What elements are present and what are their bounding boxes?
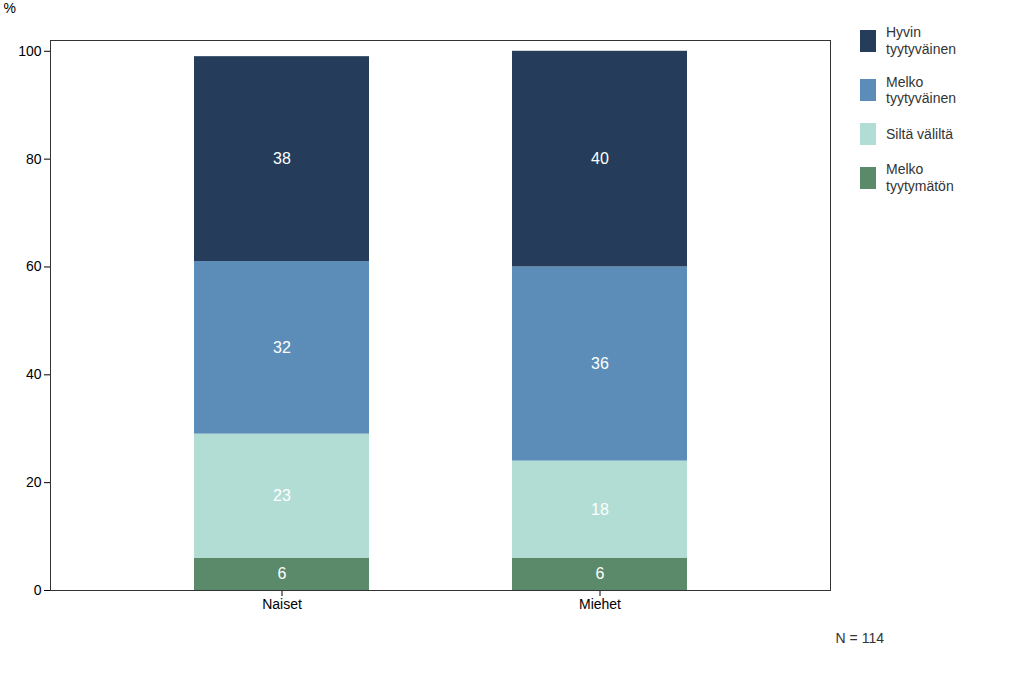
svg-text:23: 23 (273, 487, 291, 504)
svg-text:100: 100 (18, 43, 42, 59)
svg-text:40: 40 (26, 366, 42, 382)
svg-text:6: 6 (596, 565, 605, 582)
svg-text:20: 20 (26, 474, 42, 490)
html-text:N = 114: N = 114 (835, 630, 884, 646)
svg-text:80: 80 (26, 151, 42, 167)
html-text:Siltä väliltä: Siltä väliltä (886, 125, 953, 142)
svg-text:60: 60 (26, 258, 42, 274)
svg-text:Naiset: Naiset (262, 596, 302, 612)
svg-text:40: 40 (591, 150, 609, 167)
html-text:Melko tyytymätön: Melko tyytymätön (886, 161, 954, 194)
html-text:Hyvin tyytyväinen: Hyvin tyytyväinen (886, 24, 956, 57)
svg-text:Miehet: Miehet (579, 596, 621, 612)
html-text:Melko tyytyväinen: Melko tyytyväinen (886, 73, 956, 107)
svg-text:6: 6 (278, 565, 287, 582)
svg-text:36: 36 (591, 355, 609, 372)
svg-text:32: 32 (273, 339, 291, 356)
svg-text:18: 18 (591, 501, 609, 518)
svg-text:%: % (4, 0, 16, 16)
svg-text:38: 38 (273, 150, 291, 167)
svg-text:0: 0 (34, 582, 42, 598)
